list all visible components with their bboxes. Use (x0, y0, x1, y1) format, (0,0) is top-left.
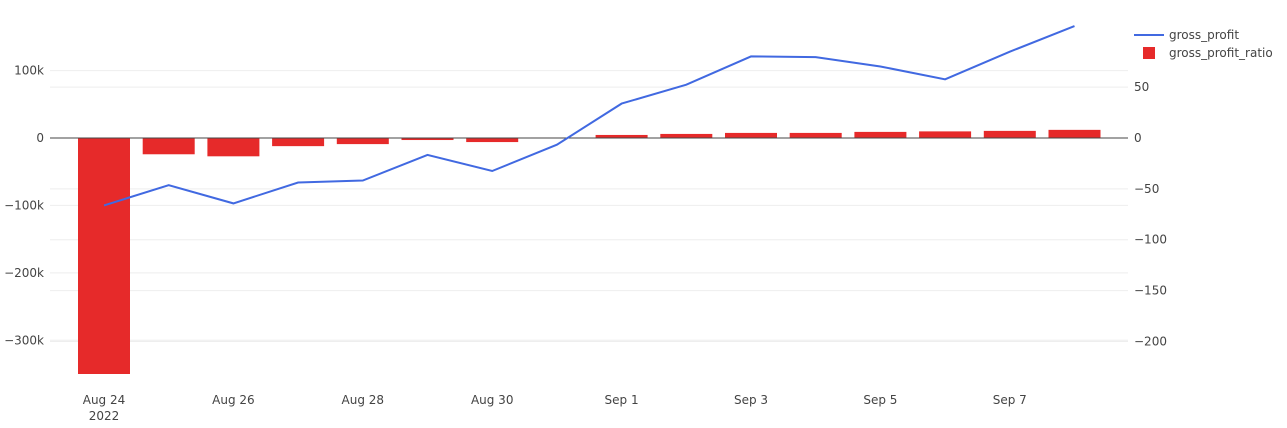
ratio-bar[interactable] (789, 132, 842, 138)
ratio-bar[interactable] (336, 138, 389, 145)
right-tick-label: −200 (1134, 334, 1167, 348)
ratio-bar[interactable] (207, 138, 260, 157)
ratio-bar[interactable] (401, 138, 454, 141)
ratio-bar[interactable] (466, 138, 519, 143)
x-tick-label: Aug 24 (83, 393, 126, 407)
ratio-bar[interactable] (983, 130, 1036, 138)
legend-square-swatch (1143, 47, 1155, 59)
ratio-bar[interactable] (919, 131, 972, 138)
right-tick-label: −150 (1134, 284, 1167, 298)
legend-label: gross_profit_ratio (1169, 46, 1273, 60)
legend[interactable]: gross_profit gross_profit_ratio (1134, 28, 1273, 60)
x-tick-label: Sep 7 (993, 393, 1027, 407)
left-axis-tick-labels: 100k 0 −100k −200k −300k (4, 64, 44, 348)
x-tick-label: Sep 3 (734, 393, 768, 407)
gross-profit-line (103, 25, 1075, 207)
x-tick-label: Sep 5 (863, 393, 897, 407)
x-axis-tick-labels: Aug 24 2022 Aug 26 Aug 28 Aug 30 Sep 1 Sep 3 Se… (83, 393, 1027, 423)
left-tick-label: 100k (14, 64, 44, 78)
left-tick-label: −200k (4, 266, 44, 280)
x-tick-label: Aug 26 (212, 393, 255, 407)
x-tick-year-label: 2022 (89, 409, 120, 423)
right-tick-label: −50 (1134, 182, 1159, 196)
right-tick-label: −100 (1134, 233, 1167, 247)
x-tick-label: Aug 30 (471, 393, 514, 407)
legend-item-gross-profit-ratio[interactable]: gross_profit_ratio (1143, 46, 1273, 60)
legend-item-gross-profit[interactable]: gross_profit (1134, 28, 1239, 42)
right-axis-tick-labels: 50 0 −50 −100 −150 −200 (1134, 80, 1167, 348)
ratio-bar[interactable] (595, 134, 648, 138)
x-tick-label: Aug 28 (342, 393, 385, 407)
right-tick-label: 0 (1134, 131, 1142, 145)
right-tick-label: 50 (1134, 80, 1149, 94)
ratio-bar[interactable] (78, 138, 130, 374)
ratio-bar[interactable] (1048, 129, 1101, 138)
right-axis-gridlines (50, 86, 1128, 342)
left-axis-gridlines (50, 70, 1128, 341)
left-tick-label: −300k (4, 333, 44, 347)
ratio-bar[interactable] (660, 133, 713, 138)
x-tick-label: Sep 1 (605, 393, 639, 407)
ratio-bar[interactable] (272, 138, 325, 147)
legend-label: gross_profit (1169, 28, 1239, 42)
ratio-bar[interactable] (854, 131, 907, 138)
left-tick-label: −100k (4, 198, 44, 212)
ratio-bar[interactable] (725, 132, 777, 138)
ratio-bar[interactable] (142, 138, 195, 155)
gross-profit-ratio-bars (78, 129, 1101, 374)
left-tick-label: 0 (36, 131, 44, 145)
